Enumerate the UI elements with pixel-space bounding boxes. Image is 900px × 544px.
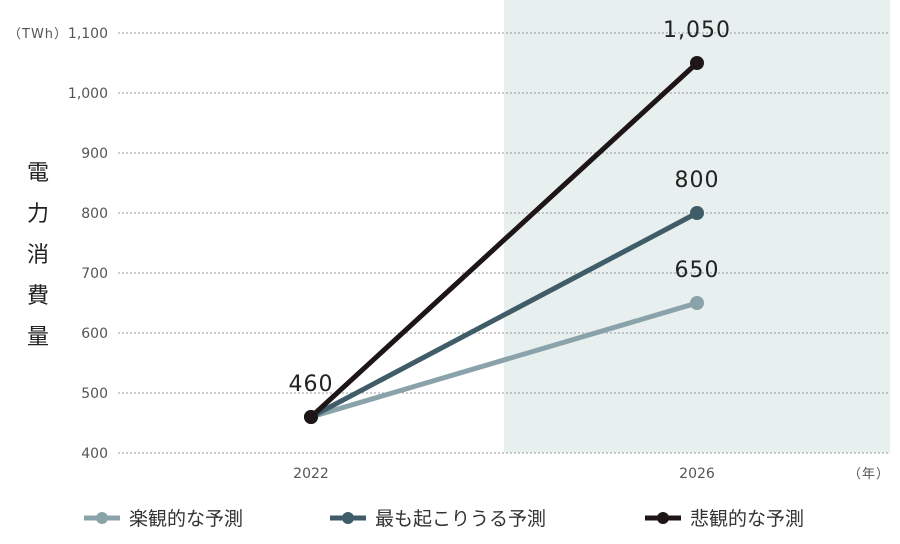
series-points [304,56,704,424]
series-line [308,60,700,420]
legend-marker [342,512,354,524]
data-point [304,410,318,424]
legend-label: 楽観的な予測 [129,508,243,530]
data-label: 800 [675,168,720,193]
legend-marker [657,512,669,524]
legend: 楽観的な予測 最も起こりうる予測 悲観的な予測 [84,508,804,530]
data-label: 460 [289,372,334,397]
y-axis-label-char: 電 [27,161,49,186]
y-tick-label: 500 [81,386,108,402]
legend-label: 最も起こりうる予測 [375,508,546,530]
y-axis-label-char: 量 [27,325,49,350]
series-line [308,210,700,420]
x-axis-ticks: 2022 2026 [293,466,715,482]
gridlines [118,32,890,454]
y-tick-label: 700 [81,266,108,282]
y-tick-label: 400 [81,446,108,462]
y-tick-label: 600 [81,326,108,342]
legend-marker [96,512,108,524]
data-label: 650 [675,258,720,283]
y-axis-ticks: 400 500 600 700 800 900 1,000 1,100 [68,26,108,462]
forecast-shaded-region [504,0,890,453]
series-line [308,300,700,420]
y-tick-label: 900 [81,146,108,162]
x-tick-label: 2022 [293,466,329,482]
y-tick-label: 800 [81,206,108,222]
y-axis-label-char: 消 [27,243,49,268]
y-tick-label: 1,100 [68,26,108,42]
series-lines [308,60,700,420]
data-point [690,56,704,70]
y-axis-label-char: 力 [27,202,49,227]
y-tick-label: 1,000 [68,86,108,102]
y-unit-label: （TWh） [8,27,68,42]
y-axis-label-char: 費 [27,284,49,309]
x-tick-label: 2026 [679,466,715,482]
data-labels: 650 800 460 1,050 [289,18,731,397]
x-unit-label: （年） [848,467,890,482]
data-point [690,206,704,220]
data-label: 1,050 [663,18,731,43]
data-point [690,296,704,310]
legend-label: 悲観的な予測 [690,508,804,530]
